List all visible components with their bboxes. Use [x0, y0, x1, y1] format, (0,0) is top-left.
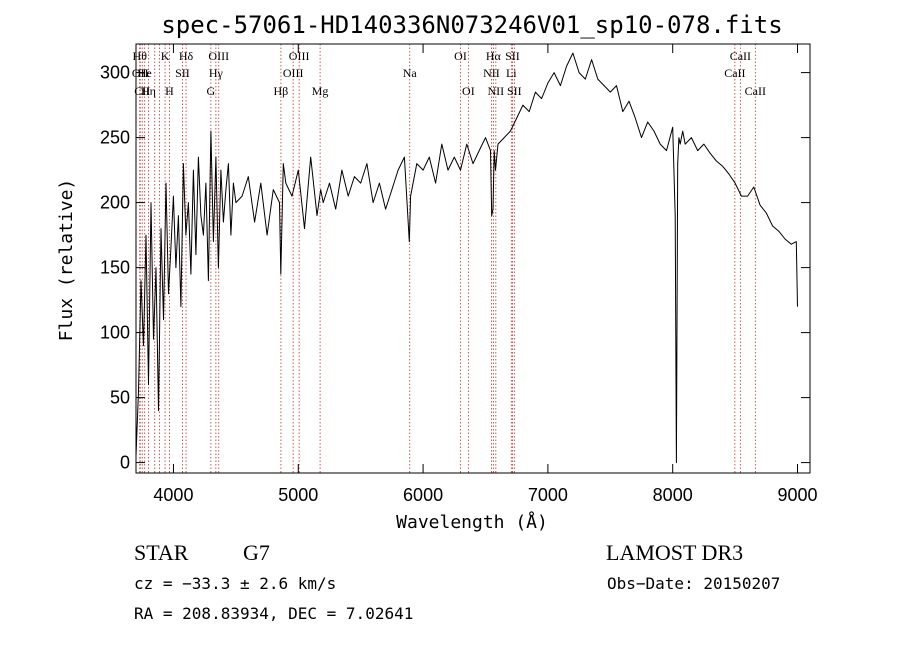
line-label-28: CaII: [730, 49, 751, 63]
line-label-20: OI: [462, 84, 475, 98]
y-tick-label-6: 300: [100, 63, 130, 83]
coordinates: RA = 208.83934, DEC = 7.02641: [134, 604, 413, 623]
line-label-23: NII: [488, 84, 505, 98]
line-label-26: SII: [507, 84, 522, 98]
line-label-10: Hδ: [179, 49, 194, 63]
line-label-13: OIII: [208, 49, 229, 63]
line-label-29: CaII: [745, 84, 766, 98]
y-tick-label-2: 100: [100, 323, 130, 343]
y-tick-label-0: 0: [120, 453, 130, 473]
y-axis-label: Flux (relative): [56, 179, 77, 342]
axis-ticks: 4000 5000 6000 7000 8000 9000 0 50 100 150 200 250 3…: [100, 44, 818, 505]
redshift-velocity: cz = −33.3 ± 2.6 km/s: [134, 574, 336, 593]
line-label-8: H: [165, 84, 174, 98]
y-tick-label-3: 150: [100, 258, 130, 278]
line-label-9: SII: [175, 66, 190, 80]
line-label-7: K: [161, 49, 170, 63]
observation-date: Obs−Date: 20150207: [607, 574, 780, 593]
line-label-22: Hα: [486, 49, 502, 63]
survey-name: LAMOST DR3: [606, 540, 743, 565]
x-tick-label-3: 7000: [528, 485, 568, 505]
emission-line-labels: HθOIICIIHeHηKHSIIHδGHγOIIIHβOIIIOIIIMgNa…: [132, 49, 766, 98]
flux-series: [135, 52, 798, 464]
line-label-19: OI: [454, 49, 467, 63]
line-label-11: G: [207, 84, 216, 98]
line-label-15: OIII: [283, 66, 304, 80]
line-label-21: NII: [483, 66, 500, 80]
line-label-2: CII: [134, 84, 150, 98]
line-label-27: CaII: [724, 66, 745, 80]
y-tick-label-1: 50: [110, 388, 130, 408]
x-tick-label-2: 6000: [403, 485, 443, 505]
spectral-subclass: G7: [243, 540, 270, 565]
x-tick-label-0: 4000: [153, 485, 193, 505]
y-tick-label-4: 200: [100, 193, 130, 213]
line-label-25: SII: [505, 49, 520, 63]
emission-line-markers: [139, 44, 756, 473]
line-label-4: Hη: [141, 84, 156, 98]
line-label-17: Mg: [312, 84, 329, 98]
x-axis-label: Wavelength (Å): [396, 511, 548, 533]
plot-frame: [135, 43, 811, 474]
x-tick-label-1: 5000: [278, 485, 318, 505]
x-tick-label-5: 9000: [777, 485, 817, 505]
line-label-16: OIII: [289, 49, 310, 63]
line-label-0: Hθ: [133, 49, 148, 63]
line-label-18: Na: [403, 66, 418, 80]
y-tick-label-5: 250: [100, 128, 130, 148]
object-type: STAR: [134, 540, 189, 565]
chart-title: spec-57061-HD140336N073246V01_sp10-078.f…: [161, 11, 782, 39]
x-tick-label-4: 8000: [653, 485, 693, 505]
line-label-24: Li: [506, 66, 517, 80]
line-label-14: Hβ: [274, 84, 289, 98]
line-label-12: Hγ: [209, 66, 224, 80]
flux-line: [135, 52, 798, 464]
